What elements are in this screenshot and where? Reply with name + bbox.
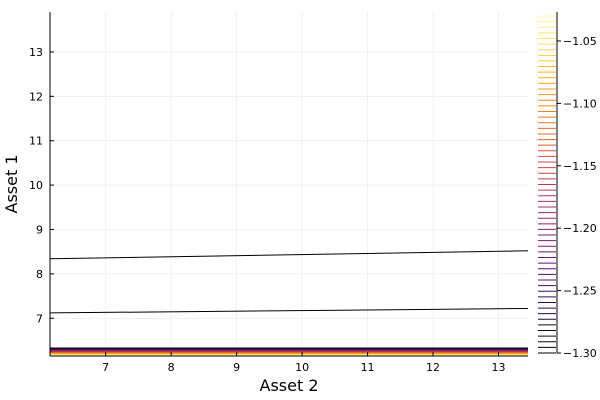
x-tick-label: 10 [295, 361, 309, 374]
bottom-contour-bands [50, 347, 528, 356]
contour-lines [49, 250, 529, 314]
colorbar-tick-label: −1.15 [563, 160, 597, 173]
y-tick-label: 8 [36, 268, 43, 281]
y-tick-label: 11 [29, 135, 43, 148]
colorbar-tick-label: −1.05 [563, 35, 597, 48]
colorbar-tick-label: −1.30 [563, 347, 597, 360]
contour-line [49, 308, 529, 314]
x-tick-label: 7 [102, 361, 109, 374]
y-tick-label: 13 [29, 46, 43, 59]
x-tick-label: 9 [233, 361, 240, 374]
y-tick-label: 9 [36, 223, 43, 236]
x-tick-label: 11 [361, 361, 375, 374]
y-axis-label: Asset 1 [2, 155, 21, 214]
y-ticks: 7 8 9 10 11 12 13 [29, 46, 54, 325]
colorbar-tick-label: −1.20 [563, 222, 597, 235]
contour-line [49, 250, 529, 260]
axes [49, 12, 528, 357]
x-tick-label: 8 [168, 361, 175, 374]
x-tick-label: 13 [492, 361, 506, 374]
grid [50, 12, 528, 356]
x-tick-label: 12 [426, 361, 440, 374]
y-tick-label: 10 [29, 179, 43, 192]
y-tick-label: 7 [36, 312, 43, 325]
y-tick-label: 12 [29, 90, 43, 103]
x-ticks: 7 8 9 10 11 12 13 [102, 352, 506, 374]
colorbar-tick-label: −1.10 [563, 97, 597, 110]
colorbar: −1.05 −1.10 −1.15 −1.20 −1.25 −1.30 [538, 12, 597, 360]
colorbar-tick-label: −1.25 [563, 285, 597, 298]
x-axis-label: Asset 2 [260, 376, 319, 395]
